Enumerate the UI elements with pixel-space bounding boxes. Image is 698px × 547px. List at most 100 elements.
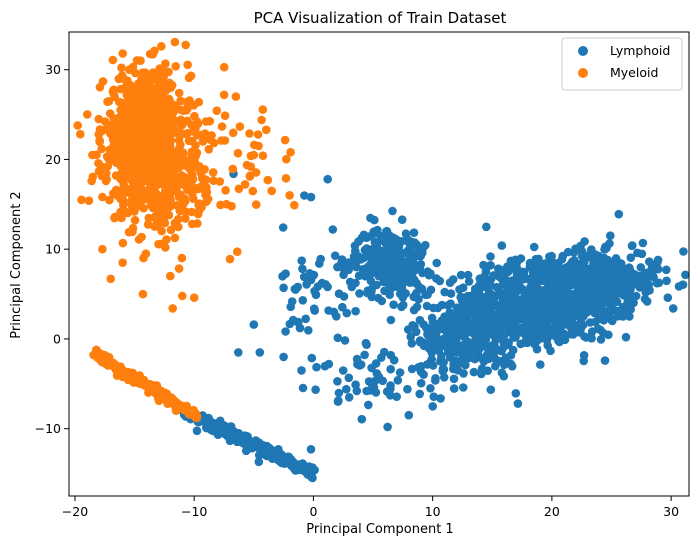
data-point xyxy=(119,121,129,131)
data-point xyxy=(124,227,134,237)
data-point xyxy=(286,302,296,312)
plot-points xyxy=(73,37,690,483)
data-point xyxy=(594,269,604,278)
data-point xyxy=(438,334,448,344)
data-point xyxy=(340,336,350,345)
data-point xyxy=(162,142,171,151)
data-point xyxy=(431,376,440,385)
chart-title: PCA Visualization of Train Dataset xyxy=(254,9,507,27)
data-point xyxy=(397,215,407,224)
data-point xyxy=(163,174,173,184)
data-point xyxy=(379,246,389,256)
data-point xyxy=(625,265,634,274)
data-point xyxy=(102,169,111,178)
data-point xyxy=(142,165,151,175)
data-point xyxy=(445,278,455,288)
data-point xyxy=(456,303,465,313)
data-point xyxy=(95,355,105,365)
data-point xyxy=(384,387,394,397)
data-point xyxy=(476,319,486,329)
data-point xyxy=(580,237,589,246)
data-point xyxy=(311,290,321,300)
data-point xyxy=(139,188,149,197)
data-point xyxy=(621,332,631,342)
data-point xyxy=(604,330,613,340)
data-point xyxy=(307,353,317,363)
data-point xyxy=(429,392,439,402)
data-point xyxy=(95,137,104,147)
data-point xyxy=(389,355,399,365)
data-point xyxy=(159,72,168,81)
data-point xyxy=(363,262,373,272)
data-point xyxy=(205,116,215,126)
data-point xyxy=(282,154,291,164)
data-point xyxy=(532,344,542,354)
data-point xyxy=(132,95,141,104)
x-tick-label: 20 xyxy=(544,504,560,519)
data-point xyxy=(575,321,584,331)
data-point xyxy=(355,289,364,298)
data-point xyxy=(462,351,472,361)
data-point xyxy=(181,214,190,223)
data-point xyxy=(509,314,519,324)
data-point xyxy=(587,327,597,336)
data-point xyxy=(679,247,688,256)
data-point xyxy=(176,402,186,412)
data-point xyxy=(603,307,613,317)
data-point xyxy=(147,201,156,210)
data-point xyxy=(118,172,127,181)
data-point xyxy=(104,97,114,106)
data-point xyxy=(220,111,230,120)
data-point xyxy=(193,219,202,228)
data-point xyxy=(577,278,587,288)
data-point xyxy=(84,196,94,205)
data-point xyxy=(214,430,223,439)
data-point xyxy=(351,278,360,288)
data-point xyxy=(171,101,180,111)
data-point xyxy=(174,147,183,156)
data-point xyxy=(333,377,342,386)
data-point xyxy=(253,130,263,139)
data-point xyxy=(281,269,290,279)
data-point xyxy=(386,364,396,374)
data-point xyxy=(364,400,373,410)
data-point xyxy=(217,122,227,131)
data-point xyxy=(471,336,480,345)
data-point xyxy=(153,387,162,397)
data-point xyxy=(528,268,538,277)
data-point xyxy=(483,366,493,376)
data-point xyxy=(408,321,417,330)
legend-label-lymphoid: Lymphoid xyxy=(610,43,670,58)
data-point xyxy=(309,270,319,280)
data-point xyxy=(255,348,265,357)
data-point xyxy=(94,167,104,176)
data-point xyxy=(128,203,137,212)
data-point xyxy=(614,209,624,219)
data-point xyxy=(324,306,333,315)
data-point xyxy=(600,356,610,365)
data-point xyxy=(566,322,575,332)
data-point xyxy=(366,213,375,223)
data-point xyxy=(369,228,379,237)
data-point xyxy=(301,314,311,324)
data-point xyxy=(94,114,104,124)
x-tick-label: 10 xyxy=(425,504,441,519)
data-point xyxy=(556,272,566,282)
data-point xyxy=(513,282,522,292)
data-point xyxy=(102,152,112,161)
data-point xyxy=(257,115,266,125)
data-point xyxy=(132,149,142,159)
data-point xyxy=(579,351,589,360)
data-point xyxy=(594,314,604,324)
data-point xyxy=(189,194,198,203)
data-point xyxy=(155,92,165,102)
data-point xyxy=(174,264,184,273)
y-axis-ticks: −10 0 10 20 30 xyxy=(35,62,69,436)
data-point xyxy=(637,249,647,259)
data-point xyxy=(463,300,473,310)
data-point xyxy=(553,291,563,301)
data-point xyxy=(445,353,455,362)
data-point xyxy=(141,249,151,258)
data-point xyxy=(136,175,146,185)
data-point xyxy=(412,288,421,298)
